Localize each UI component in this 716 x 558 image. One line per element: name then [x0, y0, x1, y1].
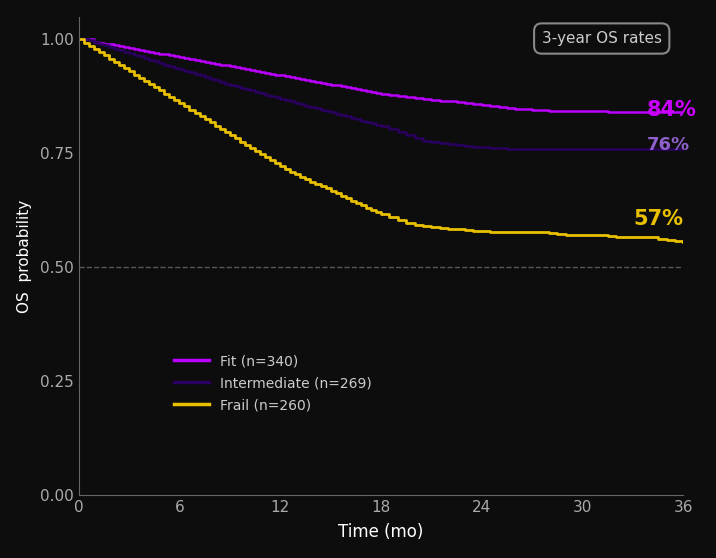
Text: 57%: 57% [633, 209, 683, 229]
Text: 3-year OS rates: 3-year OS rates [542, 31, 662, 46]
Legend: Fit (n=340), Intermediate (n=269), Frail (n=260): Fit (n=340), Intermediate (n=269), Frail… [170, 351, 376, 416]
Y-axis label: OS  probability: OS probability [16, 199, 32, 312]
Text: 84%: 84% [647, 100, 696, 120]
X-axis label: Time (mo): Time (mo) [338, 523, 424, 541]
Text: 76%: 76% [647, 136, 690, 154]
